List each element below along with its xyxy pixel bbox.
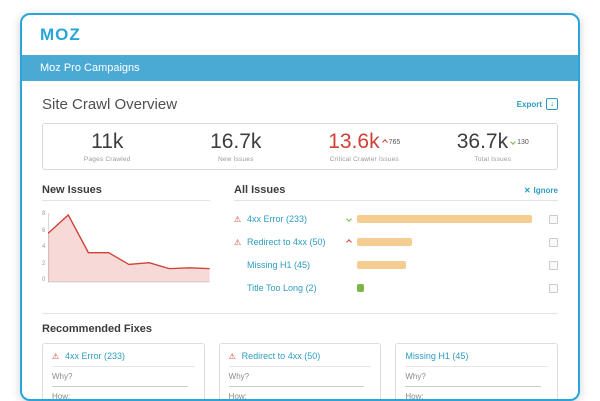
all-issues-panel: All Issues ✕ Ignore ⚠ 4xx Error (233) bbox=[234, 184, 558, 301]
issue-link[interactable]: Missing H1 (45) bbox=[405, 351, 468, 361]
stat-value: 11k bbox=[91, 130, 123, 154]
page-head: Site Crawl Overview Export ↓ bbox=[42, 91, 558, 117]
issue-row-title-too-long: ⚠ Title Too Long (2) bbox=[234, 278, 558, 298]
stat-pages-crawled: 11k Pages Crawled bbox=[43, 124, 172, 169]
new-issues-chart: 8 6 4 2 0 bbox=[42, 209, 210, 291]
topbar: Moz Pro Campaigns bbox=[22, 55, 578, 81]
stat-label: Total Issues bbox=[474, 156, 511, 163]
placeholder-line bbox=[405, 386, 541, 387]
y-tick: 2 bbox=[42, 261, 45, 267]
stat-delta-value: 765 bbox=[389, 139, 401, 146]
moz-logo: MOZ bbox=[40, 25, 81, 45]
why-label: Why? bbox=[52, 372, 195, 381]
new-issues-panel: New Issues 8 6 4 2 0 bbox=[42, 184, 210, 301]
issue-count: (45) bbox=[294, 260, 310, 270]
app-window: MOZ Moz Pro Campaigns Site Crawl Overvie… bbox=[20, 13, 580, 401]
issue-label: 4xx Error bbox=[247, 214, 284, 224]
stat-label: Pages Crawled bbox=[84, 156, 131, 163]
issue-link[interactable]: 4xx Error (233) bbox=[65, 351, 125, 361]
stat-total-issues: 36.7k 130 Total Issues bbox=[429, 124, 558, 169]
stat-delta-value: 130 bbox=[517, 139, 529, 146]
y-tick: 6 bbox=[42, 228, 45, 234]
all-issues-title: All Issues bbox=[234, 184, 285, 196]
stat-label: New Issues bbox=[218, 156, 254, 163]
issue-label: Title Too Long bbox=[247, 283, 303, 293]
issue-count: (45) bbox=[452, 351, 468, 361]
trend-icon bbox=[346, 239, 352, 245]
warning-icon: ⚠ bbox=[52, 352, 65, 361]
warning-icon: ⚠ bbox=[234, 215, 247, 224]
section-divider bbox=[42, 313, 558, 314]
fix-card-redirect-to-4xx: ⚠ Redirect to 4xx (50) Why? How: bbox=[219, 343, 382, 401]
y-tick: 0 bbox=[42, 277, 45, 283]
placeholder-line bbox=[52, 386, 188, 387]
stat-critical-crawler-issues: 13.6k 765 Critical Crawler Issues bbox=[300, 124, 429, 169]
issue-bar bbox=[357, 261, 539, 269]
how-label: How: bbox=[229, 392, 372, 401]
issue-count: (2) bbox=[306, 283, 317, 293]
trend-icon bbox=[346, 216, 352, 222]
issue-checkbox[interactable] bbox=[549, 261, 558, 270]
fix-card-missing-h1: ⚠ Missing H1 (45) Why? How: bbox=[395, 343, 558, 401]
area-chart bbox=[48, 209, 210, 287]
logo-strip: MOZ bbox=[22, 15, 578, 55]
issue-label: 4xx Error bbox=[65, 351, 102, 361]
issue-label: Redirect to 4xx bbox=[242, 351, 302, 361]
issue-count: (50) bbox=[304, 351, 320, 361]
issue-link[interactable]: Title Too Long (2) bbox=[247, 283, 341, 293]
issue-bar bbox=[357, 238, 539, 246]
ignore-label: Ignore bbox=[534, 186, 558, 195]
issue-row-4xx-error: ⚠ 4xx Error (233) bbox=[234, 209, 558, 229]
issue-count: (233) bbox=[286, 214, 307, 224]
new-issues-title: New Issues bbox=[42, 184, 102, 196]
issue-checkbox[interactable] bbox=[549, 284, 558, 293]
issue-link[interactable]: Redirect to 4xx (50) bbox=[242, 351, 321, 361]
stat-new-issues: 16.7k New Issues bbox=[172, 124, 301, 169]
how-label: How: bbox=[52, 392, 195, 401]
y-tick: 4 bbox=[42, 244, 45, 250]
issue-link[interactable]: Redirect to 4xx (50) bbox=[247, 237, 341, 247]
trend-icon bbox=[382, 139, 388, 145]
close-icon: ✕ bbox=[524, 186, 531, 195]
issue-bar bbox=[357, 215, 539, 223]
issue-bar bbox=[357, 284, 539, 292]
issue-label: Redirect to 4xx bbox=[247, 237, 307, 247]
export-label: Export bbox=[517, 100, 542, 109]
warning-icon: ⚠ bbox=[234, 238, 247, 247]
page-title: Site Crawl Overview bbox=[42, 96, 177, 113]
stat-value: 16.7k bbox=[210, 130, 261, 154]
fix-card-4xx-error: ⚠ 4xx Error (233) Why? How: bbox=[42, 343, 205, 401]
download-icon: ↓ bbox=[546, 98, 558, 110]
why-label: Why? bbox=[405, 372, 548, 381]
y-tick: 8 bbox=[42, 211, 45, 217]
why-label: Why? bbox=[229, 372, 372, 381]
stat-value: 36.7k bbox=[457, 130, 508, 154]
recommended-fixes-title: Recommended Fixes bbox=[42, 323, 558, 335]
trend-icon bbox=[510, 139, 516, 145]
issue-link[interactable]: Missing H1 (45) bbox=[247, 260, 341, 270]
issue-label: Missing H1 bbox=[405, 351, 450, 361]
issue-count: (233) bbox=[104, 351, 125, 361]
stats-bar: 11k Pages Crawled 16.7k New Issues 13.6k… bbox=[42, 123, 558, 170]
stat-delta: 765 bbox=[383, 139, 401, 146]
stat-delta: 130 bbox=[511, 139, 529, 146]
stat-value: 13.6k bbox=[328, 130, 379, 154]
issue-label: Missing H1 bbox=[247, 260, 292, 270]
placeholder-line bbox=[229, 386, 365, 387]
topbar-title: Moz Pro Campaigns bbox=[40, 62, 140, 74]
issue-checkbox[interactable] bbox=[549, 238, 558, 247]
content: Site Crawl Overview Export ↓ 11k Pages C… bbox=[22, 91, 578, 401]
how-label: How: bbox=[405, 392, 548, 401]
issue-row-redirect-to-4xx: ⚠ Redirect to 4xx (50) bbox=[234, 232, 558, 252]
stat-label: Critical Crawler Issues bbox=[330, 156, 399, 163]
export-button[interactable]: Export ↓ bbox=[517, 98, 558, 110]
ignore-button[interactable]: ✕ Ignore bbox=[524, 186, 558, 195]
issue-row-missing-h1: ⚠ Missing H1 (45) bbox=[234, 255, 558, 275]
warning-icon: ⚠ bbox=[229, 352, 242, 361]
issue-link[interactable]: 4xx Error (233) bbox=[247, 214, 341, 224]
issue-checkbox[interactable] bbox=[549, 215, 558, 224]
issue-count: (50) bbox=[310, 237, 326, 247]
recommended-fixes-cards: ⚠ 4xx Error (233) Why? How: ⚠ Redirect t… bbox=[42, 343, 558, 401]
